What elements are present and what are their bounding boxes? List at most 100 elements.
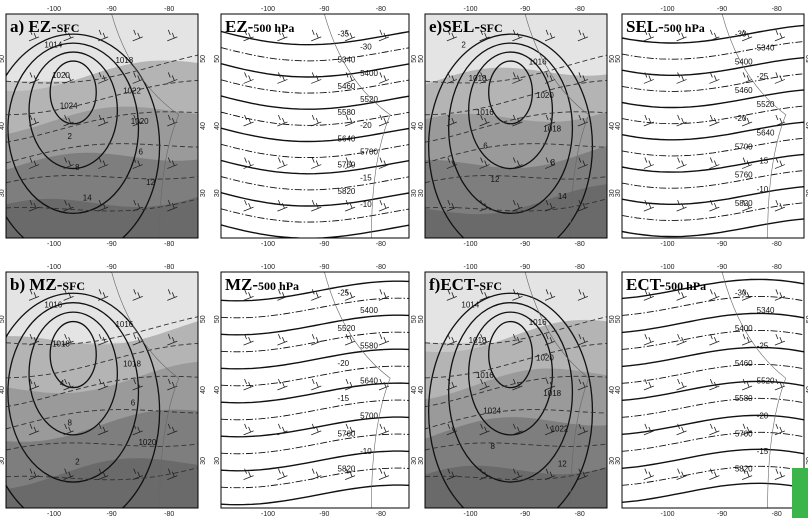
map-frame: [621, 271, 805, 509]
lon-label-top: -90: [107, 264, 117, 271]
lat-label-left: 50: [0, 55, 6, 63]
lon-label-bottom: -90: [717, 511, 727, 518]
lat-label-left: 30: [214, 189, 221, 197]
wind-barb: [774, 157, 786, 169]
thickness-line: [6, 409, 198, 430]
wind-barb: [479, 378, 490, 391]
wind-barb: [446, 29, 457, 42]
wind-barb: [577, 72, 589, 84]
wind-barb: [709, 468, 720, 481]
lat-label-left: 40: [0, 122, 6, 130]
wind-barb: [643, 114, 654, 127]
isobar: [488, 320, 534, 389]
panel-title-main: ECT-: [626, 275, 665, 294]
height-line: [622, 186, 804, 205]
wind-barb: [544, 423, 556, 436]
lat-label-left: 40: [418, 386, 425, 394]
contour-label: 5640: [757, 128, 775, 137]
wind-barb: [774, 72, 786, 84]
wind-barb: [311, 378, 322, 391]
height-line: [622, 448, 804, 469]
map-area: [221, 14, 409, 238]
wind-barb: [344, 114, 356, 127]
wind-barb: [378, 72, 390, 84]
lon-label-bottom: -90: [319, 241, 329, 248]
wind-barb: [709, 157, 720, 169]
contour-label: 1016: [476, 108, 494, 117]
side-tab: [792, 468, 808, 518]
contour-label: 5820: [338, 187, 356, 196]
wind-barb: [709, 114, 720, 127]
wind-barb: [709, 289, 720, 301]
wind-barb: [63, 29, 74, 42]
lat-label-left: 30: [418, 189, 425, 197]
panel-title: f)ECT-SFC: [429, 275, 502, 294]
contour-label: -30: [735, 289, 747, 298]
wind-barb: [479, 199, 490, 212]
lat-label-right: 30: [411, 457, 418, 465]
panel-title-level: SFC: [479, 279, 502, 293]
contour-label: 8: [75, 163, 80, 172]
wind-barb: [676, 157, 687, 169]
lon-label-top: -80: [376, 264, 386, 271]
thickness-line: [6, 54, 198, 84]
wind-barb: [243, 334, 254, 346]
wind-barb: [277, 157, 288, 169]
wind-barb: [774, 468, 786, 481]
wind-barb: [132, 468, 143, 481]
wind-barb: [741, 468, 753, 481]
wind-barb: [512, 334, 523, 346]
height-line: [622, 312, 804, 334]
height-line: [221, 450, 409, 472]
wind-barb: [479, 157, 490, 169]
lat-label-right: 50: [200, 55, 207, 63]
lon-label-bottom: -80: [376, 511, 386, 518]
lat-label-left: 40: [615, 386, 622, 394]
lon-label-top: -80: [376, 6, 386, 13]
wind-barb: [446, 157, 457, 169]
lat-label-right: 40: [609, 122, 616, 130]
wind-barb: [479, 289, 490, 301]
contour-label: 5760: [338, 161, 356, 170]
wind-barb: [544, 157, 556, 169]
wind-barb: [643, 29, 654, 42]
map-frame: [424, 271, 608, 509]
wind-barb: [378, 157, 390, 169]
wind-barb: [344, 378, 356, 391]
wind-barb: [479, 468, 490, 481]
wind-barb: [512, 423, 523, 436]
wind-barb: [243, 29, 254, 42]
wind-barb: [479, 72, 490, 84]
panel-title: b) MZ-SFC: [10, 275, 85, 294]
map-area: [6, 272, 198, 508]
panel-title: EZ-500 hPa: [225, 17, 294, 36]
map-frame: [424, 13, 608, 239]
wind-barb: [512, 199, 523, 212]
wind-barb: [243, 199, 254, 212]
thickness-line: [425, 467, 607, 481]
wind-barb: [344, 72, 356, 84]
wind-barb: [741, 29, 753, 42]
lon-label-bottom: -100: [261, 511, 275, 518]
wind-barb: [676, 423, 687, 436]
wind-barb: [344, 289, 356, 301]
contour-label: 5400: [735, 324, 753, 333]
contour-label: -30: [360, 43, 372, 52]
wind-barb: [311, 72, 322, 84]
wind-barb: [28, 289, 40, 301]
thickness-line: [6, 442, 198, 451]
map-panel: EZ-500 hPa -100 -100 -90 -90 -80 -80 50 50 40 40 30…: [214, 6, 418, 248]
thickness-line: [425, 316, 607, 346]
wind-barb: [446, 334, 457, 346]
map-area: [425, 272, 607, 508]
wind-barb: [132, 199, 143, 212]
wind-barb: [132, 289, 143, 301]
lat-label-right: 50: [806, 55, 808, 63]
wind-barb: [709, 29, 720, 42]
wind-barb: [63, 423, 74, 436]
wind-barb: [446, 289, 457, 301]
thickness-line: [425, 175, 607, 184]
wind-barb: [643, 72, 654, 84]
wind-barb: [479, 29, 490, 42]
